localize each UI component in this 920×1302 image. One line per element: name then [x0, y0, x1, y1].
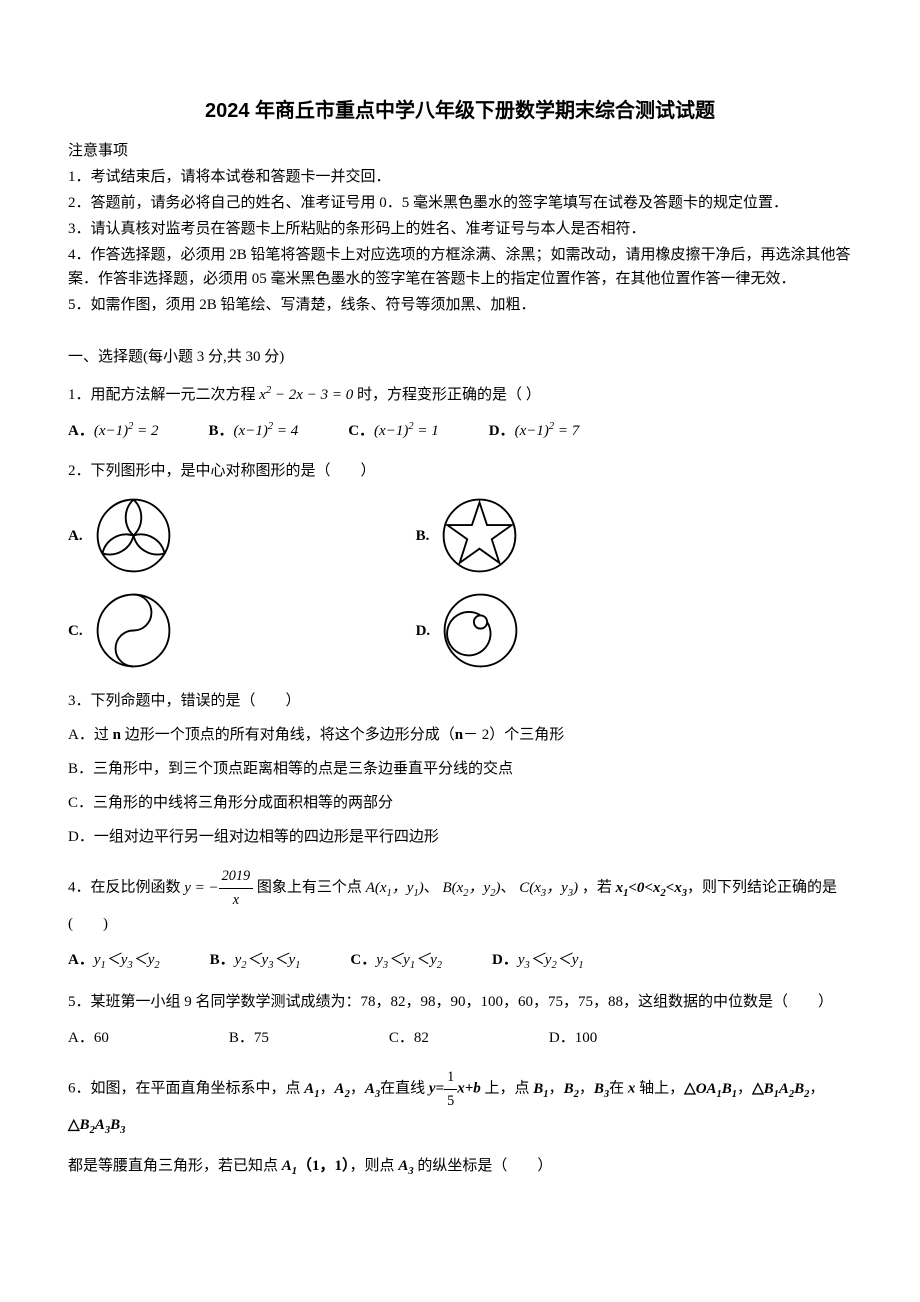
question-5: 5．某班第一小组 9 名同学数学测试成绩为：78，82，98，90，100，60…	[68, 990, 852, 1050]
q1-suffix: 时，方程变形正确的是（ ）	[357, 387, 541, 403]
page-title: 2024 年商丘市重点中学八年级下册数学期末综合测试试题	[68, 95, 852, 127]
q6-a3: A3	[365, 1081, 380, 1097]
q3-opt-a: A．过 n 边形一个顶点的所有对角线，将这个多边形分成（n－ 2）个三角形	[68, 723, 852, 747]
q4-cond: x1<0<x2<x3	[616, 880, 687, 896]
q4-func: y = −2019x	[184, 880, 253, 896]
q6-a2: A2	[335, 1081, 350, 1097]
q4-prefix: 4．在反比例函数	[68, 880, 181, 896]
notice-heading: 注意事项	[68, 139, 852, 163]
q6-l1-prefix: 6．如图，在平面直角坐标系中，点	[68, 1081, 304, 1097]
q6-l1-mid5: 轴上，	[635, 1081, 684, 1097]
q2-opt-a: A.	[68, 493, 176, 578]
notice-5: 5．如需作图，须用 2B 铅笔绘、写清楚，线条、符号等须加黑、加粗．	[68, 293, 852, 317]
q6-tri3: △B2A3B3	[68, 1117, 125, 1133]
q2-opt-c: C.	[68, 588, 176, 673]
q3-a-suffix: － 2）个三角形	[463, 727, 564, 743]
question-4: 4．在反比例函数 y = −2019x 图象上有三个点 A(x1，y1)、 B(…	[68, 865, 852, 974]
q2-label-d: D.	[416, 619, 431, 643]
q3-a-mid: 边形一个顶点的所有对角线，将这个多边形分成（	[121, 727, 455, 743]
q1-prefix: 1．用配方法解一元二次方程	[68, 387, 256, 403]
q4-mid1: 图象上有三个点	[257, 880, 362, 896]
q6-tri2: △B1A2B2	[752, 1081, 809, 1097]
spiral-circle-icon	[438, 588, 523, 673]
q4-opt-a: A．y1＜y3＜y2	[68, 948, 160, 975]
q6-b1: B1	[533, 1081, 548, 1097]
q6-l1-mid: 在直线	[380, 1081, 429, 1097]
notice-4: 4．作答选择题，必须用 2B 铅笔将答题卡上对应选项的方框涂满、涂黑；如需改动，…	[68, 243, 852, 291]
q2-label-c: C.	[68, 619, 83, 643]
q2-opt-d: D.	[416, 588, 524, 673]
q3-a-prefix: A．过	[68, 727, 113, 743]
q6-l2-prefix: 都是等腰直角三角形，若已知点	[68, 1158, 282, 1174]
q1-opt-a: A．(x−1)2 = 2	[68, 419, 159, 443]
q4-options: A．y1＜y3＜y2 B．y2＜y3＜y1 C．y3＜y1＜y2 D．y3＜y2…	[68, 948, 852, 975]
q6-a1: A1	[304, 1081, 319, 1097]
q6-l1-mid4: 在	[609, 1081, 628, 1097]
q6-b2: B2	[564, 1081, 579, 1097]
trefoil-icon	[91, 493, 176, 578]
q6-l2-mid: ，则点	[350, 1158, 399, 1174]
question-3: 3．下列命题中，错误的是（ ） A．过 n 边形一个顶点的所有对角线，将这个多边…	[68, 689, 852, 849]
q3-opt-b: B．三角形中，到三个顶点距离相等的点是三条边垂直平分线的交点	[68, 757, 852, 781]
q3-a-n2: n	[455, 727, 463, 743]
notice-3: 3．请认真核对监考员在答题卡上所粘贴的条形码上的姓名、准考证号与本人是否相符．	[68, 217, 852, 241]
q5-opt-a: A．60	[68, 1026, 109, 1050]
q6-a1-coord: （1，1）	[297, 1158, 350, 1174]
q6-tri1: △OA1B1	[684, 1081, 737, 1097]
q6-frac-num: 1	[444, 1066, 457, 1090]
q3-opt-d: D．一组对边平行另一组对边相等的四边形是平行四边形	[68, 825, 852, 849]
q4-point-a: A(x1，y1)	[366, 880, 424, 896]
section-1-header: 一、选择题(每小题 3 分,共 30 分)	[68, 345, 852, 369]
q6-xb: x+b	[457, 1081, 481, 1097]
question-1: 1．用配方法解一元二次方程 x2 − 2x − 3 = 0 时，方程变形正确的是…	[68, 383, 852, 443]
q4-point-b: B(x2，y2)	[442, 880, 500, 896]
q3-opt-c: C．三角形的中线将三角形分成面积相等的两部分	[68, 791, 852, 815]
q4-frac-den: x	[219, 889, 254, 912]
q2-opt-b: B.	[416, 493, 523, 578]
q6-yeq: y=	[429, 1081, 444, 1097]
q6-frac-den: 5	[444, 1090, 457, 1113]
q5-opt-d: D．100	[549, 1026, 597, 1050]
q2-row-1: A. B.	[68, 493, 852, 578]
q1-options: A．(x−1)2 = 2 B．(x−1)2 = 4 C．(x−1)2 = 1 D…	[68, 419, 852, 443]
q3-text: 3．下列命题中，错误的是（ ）	[68, 689, 852, 713]
q3-a-n1: n	[113, 727, 121, 743]
q6-a3-b: A3	[398, 1158, 413, 1174]
q5-opt-c: C．82	[389, 1026, 429, 1050]
q6-l1-mid3: 上，点	[481, 1081, 534, 1097]
yinyang-icon	[91, 588, 176, 673]
q4-frac-num: 2019	[219, 865, 254, 889]
q2-label-b: B.	[416, 524, 430, 548]
star-in-circle-icon	[437, 493, 522, 578]
q2-row-2: C. D.	[68, 588, 852, 673]
q4-point-c: C(x3，y3)	[519, 880, 578, 896]
q1-opt-c: C．(x−1)2 = 1	[348, 419, 439, 443]
q1-opt-b: B．(x−1)2 = 4	[209, 419, 299, 443]
q4-opt-d: D．y3＜y2＜y1	[492, 948, 584, 975]
q6-l2-suffix: 的纵坐标是（ ）	[414, 1158, 553, 1174]
notice-2: 2．答题前，请务必将自己的姓名、准考证号用 0．5 毫米黑色墨水的签字笔填写在试…	[68, 191, 852, 215]
q5-text: 5．某班第一小组 9 名同学数学测试成绩为：78，82，98，90，100，60…	[68, 990, 852, 1014]
notice-1: 1．考试结束后，请将本试卷和答题卡一并交回．	[68, 165, 852, 189]
question-2: 2．下列图形中，是中心对称图形的是（ ） A. B. C.	[68, 459, 852, 673]
question-6: 6．如图，在平面直角坐标系中，点 A1，A2，A3在直线 y=15x+b 上，点…	[68, 1066, 852, 1180]
q5-options: A．60 B．75 C．82 D．100	[68, 1026, 852, 1050]
q2-label-a: A.	[68, 524, 83, 548]
q2-text: 2．下列图形中，是中心对称图形的是（ ）	[68, 459, 852, 483]
q6-b3: B3	[594, 1081, 609, 1097]
q6-a1b: A1	[282, 1158, 297, 1174]
q5-opt-b: B．75	[229, 1026, 269, 1050]
q4-mid2: ，若	[582, 880, 616, 896]
q4-opt-c: C．y3＜y1＜y2	[350, 948, 442, 975]
q1-opt-d: D．(x−1)2 = 7	[489, 419, 580, 443]
q4-opt-b: B．y2＜y3＜y1	[210, 948, 301, 975]
q1-equation: x2 − 2x − 3 = 0	[259, 387, 353, 403]
